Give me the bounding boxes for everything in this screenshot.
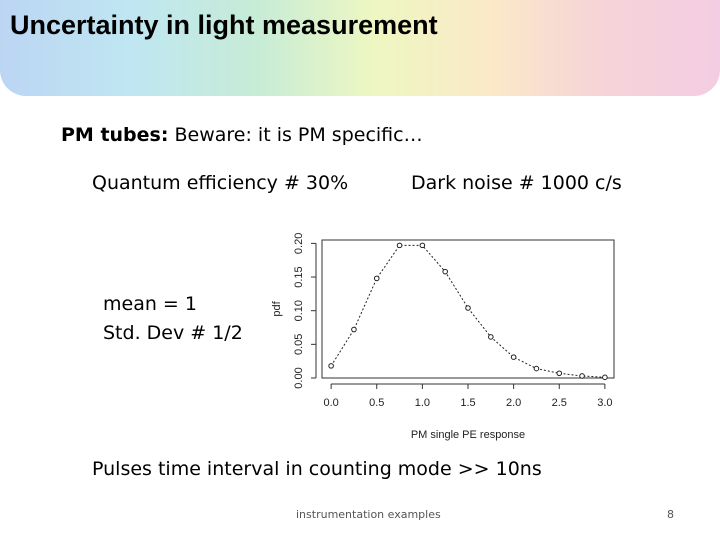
y-tick-label: 0.15 <box>293 266 305 287</box>
footer-text: instrumentation examples <box>296 508 441 521</box>
pm-response-chart: 0.00 0.05 0.10 0.15 0.20 pdf 0.0 0.5 1.0 1.5 2.0 2.… <box>271 233 615 441</box>
data-point <box>510 354 517 360</box>
data-point <box>488 334 494 340</box>
x-axis-label: PM single PE response <box>411 429 525 441</box>
data-point <box>556 370 563 377</box>
pm-tubes-text: Beware: it is PM specific… <box>168 124 423 146</box>
title-banner: Uncertainty in light measurement <box>0 0 720 96</box>
page-number: 8 <box>667 508 674 521</box>
data-point <box>351 326 357 333</box>
dark-noise-text: Dark noise # 1000 c/s <box>411 172 622 194</box>
std-dev-text: Std. Dev # 1/2 <box>103 322 243 344</box>
series-line <box>330 244 605 378</box>
data-point <box>328 363 334 369</box>
slide-title: Uncertainty in light measurement <box>10 10 438 40</box>
x-tick-label: 1.0 <box>415 397 430 409</box>
pm-tubes-line: PM tubes: Beware: it is PM specific… <box>61 124 423 146</box>
data-point <box>602 374 608 381</box>
y-tick-label: 0.10 <box>293 300 305 321</box>
pm-tubes-label: PM tubes: <box>61 124 169 146</box>
y-tick-label: 0.00 <box>293 367 305 388</box>
data-point <box>533 365 540 372</box>
y-tick-label: 0.05 <box>293 334 305 355</box>
data-point <box>419 242 426 249</box>
pulses-text: Pulses time interval in counting mode >>… <box>92 458 542 480</box>
data-point <box>442 268 448 275</box>
data-point <box>396 242 403 249</box>
x-tick-label: 2.5 <box>552 397 567 409</box>
y-axis-label: pdf <box>271 300 283 316</box>
x-tick-label: 0.5 <box>369 397 384 409</box>
x-tick-label: 1.5 <box>460 397 475 409</box>
data-point <box>373 275 380 282</box>
data-point <box>465 305 471 311</box>
x-tick-label: 0.0 <box>323 397 338 409</box>
y-tick-label: 0.20 <box>293 233 305 254</box>
data-point <box>579 373 585 379</box>
x-tick-label: 2.0 <box>506 397 521 409</box>
quantum-efficiency-text: Quantum efficiency # 30% <box>92 172 349 194</box>
plot-frame <box>321 239 615 379</box>
x-tick-label: 3.0 <box>597 397 612 409</box>
mean-text: mean = 1 <box>103 293 197 315</box>
